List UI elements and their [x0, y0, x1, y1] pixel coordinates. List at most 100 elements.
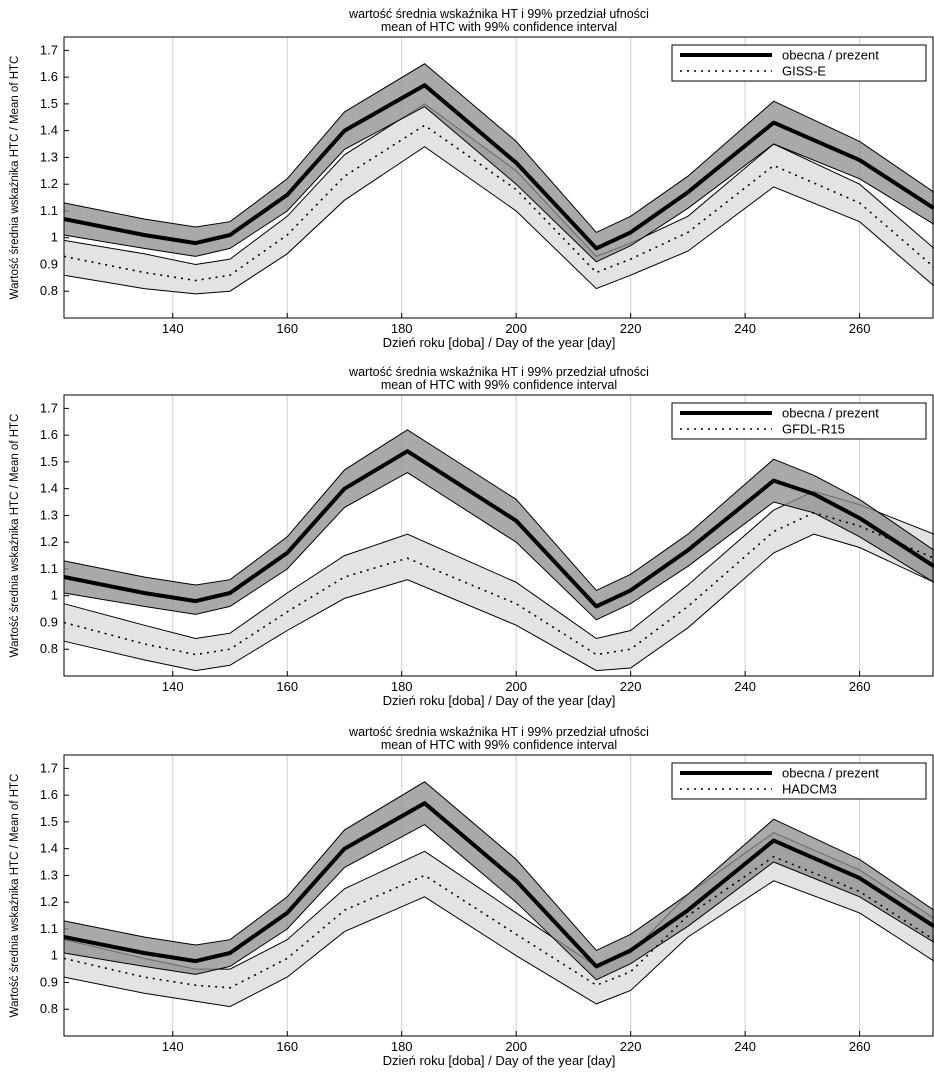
- y-tick-label: 0.9: [40, 256, 58, 271]
- x-tick-label: 220: [620, 321, 642, 336]
- x-tick-label: 240: [734, 679, 756, 694]
- confidence-band-1: [64, 781, 934, 980]
- y-tick-label: 1.4: [40, 123, 58, 138]
- x-tick-label: 260: [849, 679, 871, 694]
- band-lower-bound-2: [63, 880, 934, 1008]
- plot-frame: [63, 754, 934, 1037]
- y-tick-label: 1.5: [40, 454, 58, 469]
- y-tick-label: 0.8: [40, 641, 58, 656]
- y-tick-label: 1.4: [40, 481, 58, 496]
- y-tick-label: 0.9: [40, 614, 58, 629]
- y-axis-label: Wartość średnia wskaźnika HTC / Mean of …: [9, 56, 21, 300]
- series-line-1: [63, 83, 934, 251]
- x-tick-label: 240: [734, 1039, 756, 1054]
- band-lower-bound-1: [63, 472, 934, 621]
- x-tick-label: 180: [391, 1039, 413, 1054]
- band-lower-bound-2: [63, 533, 934, 672]
- band-lower-bound-1: [63, 105, 934, 263]
- y-tick-label: 0.8: [40, 283, 58, 298]
- series-line-2: [63, 124, 934, 282]
- x-axis-label: Dzień roku [doba] / Day of the year [day…: [383, 693, 616, 708]
- legend-box: [671, 762, 927, 800]
- legend-label-2: GFDL-R15: [782, 422, 845, 437]
- x-tick-label: 180: [391, 679, 413, 694]
- y-tick-label: 1: [51, 948, 58, 963]
- band-upper-bound-1: [63, 781, 934, 952]
- x-axis-label: Dzień roku [doba] / Day of the year [day…: [383, 335, 616, 350]
- series-line-1: [63, 449, 934, 609]
- series-line-1: [63, 801, 934, 969]
- chart-subtitle: mean of HTC with 99% confidence interval: [381, 20, 617, 34]
- x-tick-label: 220: [620, 679, 642, 694]
- y-tick-label: 1.2: [40, 176, 58, 191]
- y-tick-label: 1.7: [40, 42, 58, 57]
- y-tick-label: 1.1: [40, 921, 58, 936]
- x-tick-label: 160: [276, 1039, 298, 1054]
- x-tick-label: 140: [162, 321, 184, 336]
- y-tick-label: 0.8: [40, 1001, 58, 1016]
- x-tick-label: 140: [162, 1039, 184, 1054]
- y-tick-label: 1.6: [40, 427, 58, 442]
- y-tick-label: 1.7: [40, 400, 58, 415]
- x-tick-label: 220: [620, 1039, 642, 1054]
- chart-title: wartość średnia wskaźnika HT i 99% przed…: [348, 725, 649, 739]
- y-axis-label: Wartość średnia wskaźnika HTC / Mean of …: [9, 774, 21, 1018]
- chart-panel-2: wartość średnia wskaźnika HT i 99% przed…: [9, 365, 934, 708]
- confidence-band-1: [64, 63, 934, 262]
- y-tick-label: 0.9: [40, 974, 58, 989]
- chart-panel-1: wartość średnia wskaźnika HT i 99% przed…: [9, 7, 934, 350]
- x-tick-label: 180: [391, 321, 413, 336]
- legend-label-1: obecna / prezent: [782, 406, 879, 421]
- y-tick-label: 1.3: [40, 867, 58, 882]
- x-axis-label: Dzień roku [doba] / Day of the year [day…: [383, 1053, 616, 1068]
- x-tick-label: 140: [162, 679, 184, 694]
- chart-title: wartość średnia wskaźnika HT i 99% przed…: [348, 365, 649, 379]
- band-upper-bound-1: [63, 63, 934, 234]
- x-tick-label: 200: [505, 321, 527, 336]
- y-tick-label: 1.4: [40, 841, 58, 856]
- chart-subtitle: mean of HTC with 99% confidence interval: [381, 378, 617, 392]
- y-tick-label: 1: [51, 230, 58, 245]
- y-tick-label: 1.5: [40, 96, 58, 111]
- legend-label-1: obecna / prezent: [782, 766, 879, 781]
- chart-subtitle: mean of HTC with 99% confidence interval: [381, 738, 617, 752]
- x-tick-label: 160: [276, 679, 298, 694]
- y-tick-label: 1.5: [40, 814, 58, 829]
- y-tick-label: 1.6: [40, 787, 58, 802]
- y-tick-label: 1.2: [40, 534, 58, 549]
- x-tick-label: 200: [505, 679, 527, 694]
- y-tick-label: 1: [51, 588, 58, 603]
- x-tick-label: 200: [505, 1039, 527, 1054]
- legend-label-2: HADCM3: [782, 782, 837, 797]
- series-line-2: [63, 511, 934, 656]
- y-tick-label: 1.3: [40, 149, 58, 164]
- y-tick-label: 1.3: [40, 507, 58, 522]
- plot-frame: [63, 36, 934, 319]
- y-tick-label: 1.7: [40, 760, 58, 775]
- y-tick-label: 1.1: [40, 561, 58, 576]
- plot-frame: [63, 394, 934, 677]
- x-tick-label: 240: [734, 321, 756, 336]
- band-upper-bound-1: [63, 429, 934, 592]
- chart-title: wartość średnia wskaźnika HT i 99% przed…: [348, 7, 649, 21]
- confidence-band-2: [64, 491, 934, 671]
- band-lower-bound-1: [63, 823, 934, 981]
- y-tick-label: 1.6: [40, 69, 58, 84]
- legend-box: [671, 44, 927, 82]
- legend-box: [671, 402, 927, 440]
- y-tick-label: 1.2: [40, 894, 58, 909]
- band-lower-bound-2: [63, 146, 934, 295]
- chart-panel-3: wartość średnia wskaźnika HT i 99% przed…: [9, 725, 934, 1068]
- x-tick-label: 260: [849, 321, 871, 336]
- series-line-2: [63, 855, 934, 989]
- y-tick-label: 1.1: [40, 203, 58, 218]
- legend-label-1: obecna / prezent: [782, 48, 879, 63]
- x-tick-label: 260: [849, 1039, 871, 1054]
- y-axis-label: Wartość średnia wskaźnika HTC / Mean of …: [9, 414, 21, 658]
- x-tick-label: 160: [276, 321, 298, 336]
- legend-label-2: GISS-E: [782, 64, 826, 79]
